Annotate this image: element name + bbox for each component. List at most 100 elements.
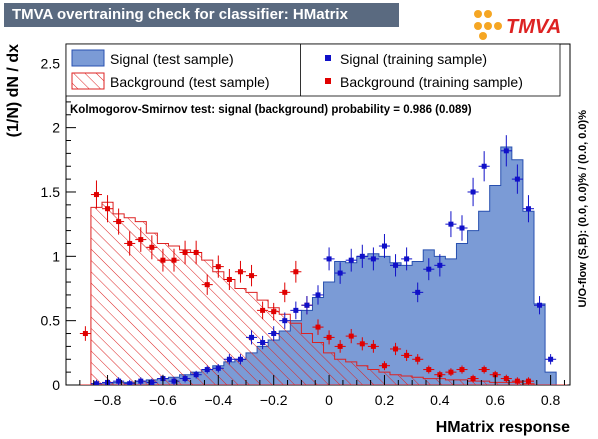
background-train-point: [467, 374, 479, 383]
background-train-point: [113, 208, 125, 235]
signal-train-point: [345, 248, 357, 272]
background-train-point: [367, 340, 379, 353]
signal-train-point: [190, 370, 202, 379]
background-train-point: [323, 330, 335, 345]
legend-signal-test-label: Signal (test sample): [110, 51, 234, 67]
y-tick-label: 2: [52, 120, 60, 136]
legend-signal-test-swatch: [71, 49, 105, 67]
signal-train-point: [257, 335, 269, 350]
legend-divider: [300, 44, 301, 96]
legend-background-test-label: Background (test sample): [110, 74, 270, 90]
background-train-point: [246, 264, 258, 287]
background-train-point: [356, 337, 368, 351]
background-train-point: [412, 354, 424, 365]
signal-train-point: [268, 326, 280, 341]
tmva-logo: TMVA: [474, 10, 561, 40]
background-train-point: [212, 255, 224, 278]
x-tick-label: −0.6: [149, 392, 177, 408]
signal-train-point: [534, 296, 546, 315]
background-train-point: [478, 365, 490, 374]
background-train-point: [124, 231, 136, 256]
signal-train-point: [467, 177, 479, 207]
signal-train-point: [301, 296, 313, 315]
x-tick-label: −0.2: [260, 392, 288, 408]
signal-train-point: [545, 354, 557, 365]
ks-annotation: Kolmogorov-Smirnov test: signal (backgro…: [70, 104, 472, 116]
signal-train-point: [456, 215, 468, 241]
signal-train-point: [367, 247, 379, 271]
signal-train-point: [445, 211, 457, 238]
logo-dots-icon: [474, 10, 502, 40]
signal-train-point: [401, 247, 413, 271]
y-axis-label: (1/N) dN / dx: [5, 44, 22, 137]
background-train-point: [390, 342, 402, 356]
background-train-point: [190, 240, 202, 265]
signal-train-point: [279, 312, 291, 329]
background-train-point: [456, 365, 468, 374]
signal-train-point: [356, 244, 368, 268]
x-axis-label: HMatrix response: [436, 419, 570, 436]
signal-train-point: [135, 377, 147, 385]
signal-train-point: [246, 330, 258, 345]
logo-text: TMVA: [506, 16, 561, 38]
background-train-point: [79, 326, 91, 341]
signal-train-point: [201, 365, 213, 374]
background-train-point: [223, 268, 235, 290]
background-train-point: [268, 302, 280, 321]
x-tick-label: 0.2: [375, 392, 395, 408]
background-train-point: [102, 195, 114, 223]
signal-train-point: [378, 233, 390, 259]
background-train-point: [201, 274, 213, 295]
background-train-point: [135, 227, 147, 252]
background-train-point: [500, 374, 512, 383]
signal-train-point: [168, 377, 180, 385]
signal-train-point: [334, 262, 346, 284]
signal-train-point: [179, 374, 191, 383]
plot-title: TMVA overtraining check for classifier: …: [4, 3, 399, 27]
background-train-point: [522, 377, 534, 385]
background-train-point: [290, 260, 302, 283]
background-train-point: [146, 235, 158, 260]
background-train-point: [168, 248, 180, 272]
signal-train-point: [290, 301, 302, 320]
signal-train-point: [234, 354, 246, 365]
signal-train-point: [412, 282, 424, 303]
signal-train-point: [478, 151, 490, 182]
signal-train-point: [323, 247, 335, 271]
background-train-point: [511, 377, 523, 385]
background-train-point: [157, 248, 169, 272]
background-train-point: [401, 349, 413, 361]
background-train-point: [312, 319, 324, 335]
y-tick-label: 1.5: [41, 184, 61, 200]
signal-train-point: [511, 164, 523, 194]
signal-train-point: [434, 254, 446, 277]
y-tick-label: 0: [52, 377, 60, 393]
signal-train-point: [90, 379, 102, 385]
background-train-point: [423, 365, 435, 374]
background-train-point: [279, 282, 291, 303]
legend-background-train-label: Background (training sample): [340, 74, 523, 90]
signal-train-point: [390, 254, 402, 277]
background-train-point: [334, 340, 346, 353]
background-train-point: [90, 180, 102, 209]
signal-train-point: [312, 285, 324, 305]
signal-train-point: [500, 135, 512, 167]
background-train-point: [257, 301, 269, 320]
x-tick-label: 0.6: [485, 392, 505, 408]
y-tick-label: 2.5: [41, 55, 61, 71]
background-train-point: [345, 328, 357, 344]
background-train-point: [445, 368, 457, 376]
x-tick-label: 0.4: [430, 392, 450, 408]
y-tick-label: 1: [52, 248, 60, 264]
background-train-point: [234, 260, 246, 283]
signal-train-point: [423, 258, 435, 281]
y-tick-label: 0.5: [41, 313, 61, 329]
signal-train-point: [212, 364, 224, 373]
signal-train-point: [113, 377, 125, 385]
signal-train-point: [223, 354, 235, 365]
legend-signal-train-marker: [325, 55, 331, 61]
signal-train-point: [124, 379, 136, 385]
legend: Signal (test sample) Background (test sa…: [65, 43, 561, 97]
background-train-point: [179, 240, 191, 265]
